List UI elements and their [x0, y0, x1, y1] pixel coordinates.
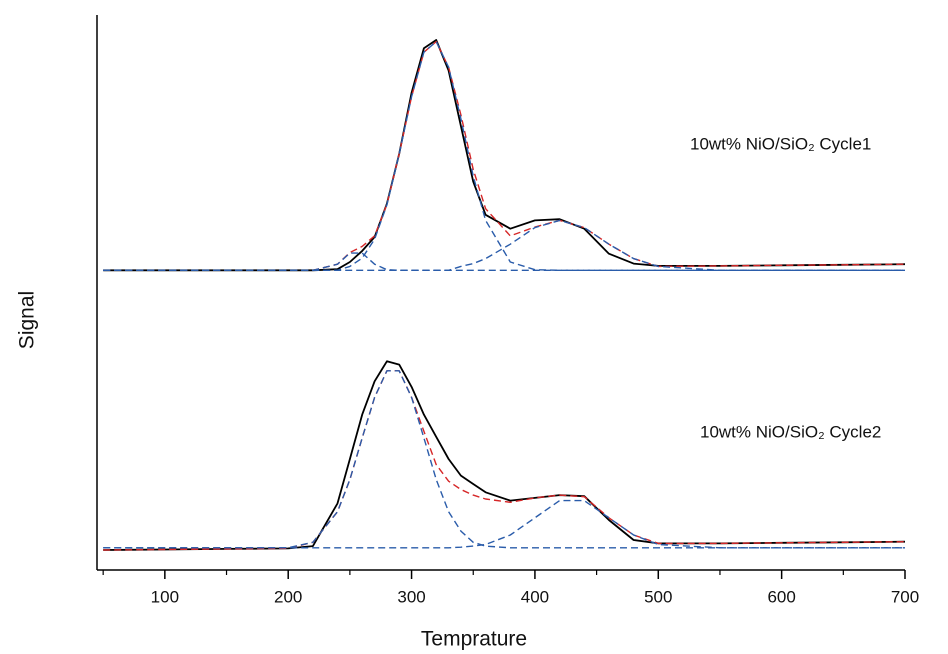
x-tick-label: 500	[644, 587, 672, 606]
data-line	[103, 370, 906, 551]
data-line	[103, 360, 906, 551]
x-tick-label: 700	[891, 587, 919, 606]
x-tick-label: 100	[151, 587, 179, 606]
x-tick-label: 600	[767, 587, 795, 606]
y-axis-label: Signal	[16, 291, 39, 349]
data-line	[103, 252, 905, 271]
annotation: 10wt% NiO/SiO₂ Cycle2	[700, 422, 881, 441]
data-line	[103, 219, 905, 271]
data-line	[103, 40, 906, 271]
data-line	[103, 370, 905, 549]
x-axis-label: Temprature	[421, 628, 527, 651]
x-tick-label: 400	[521, 587, 549, 606]
data-line	[103, 499, 905, 549]
data-line	[103, 39, 906, 272]
x-tick-label: 200	[274, 587, 302, 606]
data-line	[103, 40, 905, 271]
x-tick-label: 300	[397, 587, 425, 606]
annotation: 10wt% NiO/SiO₂ Cycle1	[690, 134, 871, 153]
